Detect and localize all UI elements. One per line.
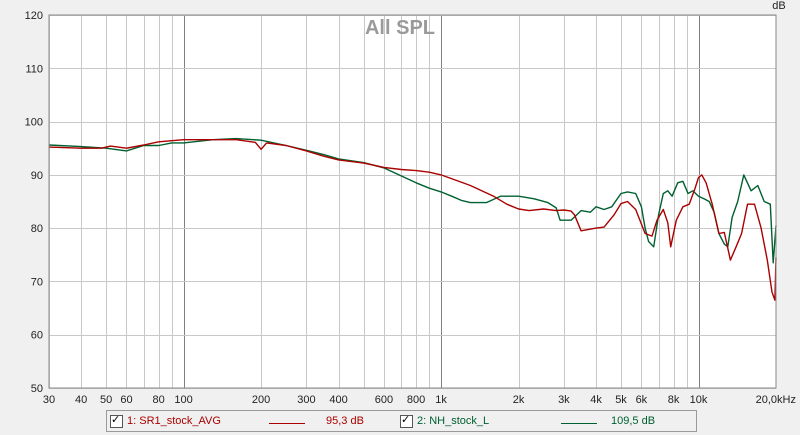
legend-item-nh[interactable]: 2: NH_stock_L — [400, 413, 489, 429]
grid-lines — [49, 15, 776, 389]
legend-label-nh: 2: NH_stock_L — [417, 415, 490, 427]
legend-label-sr1: 1: SR1_stock_AVG — [127, 415, 221, 427]
x-tick-label: 100 — [174, 394, 192, 406]
x-tick-label: 800 — [407, 394, 425, 406]
series-layer — [48, 137, 777, 301]
legend-line-sr1 — [269, 423, 305, 424]
x-tick-label: 1k — [435, 394, 447, 406]
legend-value-nh: 109,5 dB — [611, 415, 656, 427]
y-tick-label: 60 — [31, 330, 43, 342]
spl-chart: All SPL 50 60 70 80 90 100 110 120 30 40 50 60 80 10… — [25, 0, 796, 406]
y-tick-label: 80 — [31, 223, 43, 235]
checkbox-nh[interactable] — [400, 413, 413, 428]
x-tick-label: 2k — [513, 394, 525, 406]
y-tick-label: 100 — [25, 117, 43, 129]
x-tick-label: 50 — [100, 394, 112, 406]
y-tick-labels: 50 60 70 80 90 100 110 120 — [25, 10, 43, 395]
x-tick-label: 300 — [297, 394, 315, 406]
y-axis-label: dB — [772, 0, 785, 12]
chart-title: All SPL — [365, 17, 435, 39]
checkbox-sr1[interactable] — [110, 413, 123, 428]
x-tick-labels: 30 40 50 60 80 100 200 300 400 600 800 1k 2k 3k 4k 5k 6k… — [43, 394, 796, 406]
x-tick-label: 4k — [590, 394, 602, 406]
x-tick-label: 200 — [252, 394, 270, 406]
x-tick-label: 600 — [375, 394, 393, 406]
x-tick-label: 20,0kHz — [756, 394, 796, 406]
x-tick-label: 6k — [636, 394, 648, 406]
legend-item-sr1[interactable]: 1: SR1_stock_AVG — [110, 413, 221, 429]
y-tick-label: 110 — [25, 63, 43, 75]
y-tick-label: 120 — [25, 10, 43, 22]
legend-line-nh — [561, 423, 597, 424]
x-tick-label: 10k — [690, 394, 708, 406]
x-tick-label: 8k — [668, 394, 680, 406]
legend: 1: SR1_stock_AVG 95,3 dB 2: NH_stock_L 1… — [106, 410, 697, 432]
x-tick-label: 5k — [615, 394, 627, 406]
x-tick-label: 400 — [329, 394, 347, 406]
x-tick-label: 40 — [75, 394, 87, 406]
y-tick-label: 90 — [31, 170, 43, 182]
x-tick-label: 60 — [120, 394, 132, 406]
legend-value-sr1: 95,3 dB — [326, 415, 364, 427]
plot-background — [49, 15, 776, 388]
x-tick-label: 80 — [153, 394, 165, 406]
y-tick-label: 50 — [31, 383, 43, 395]
x-tick-label: 30 — [43, 394, 55, 406]
x-tick-label: 3k — [558, 394, 570, 406]
series-line-sr1-stock-avg — [48, 138, 777, 301]
y-tick-label: 70 — [31, 276, 43, 288]
plot-frame — [48, 14, 777, 389]
